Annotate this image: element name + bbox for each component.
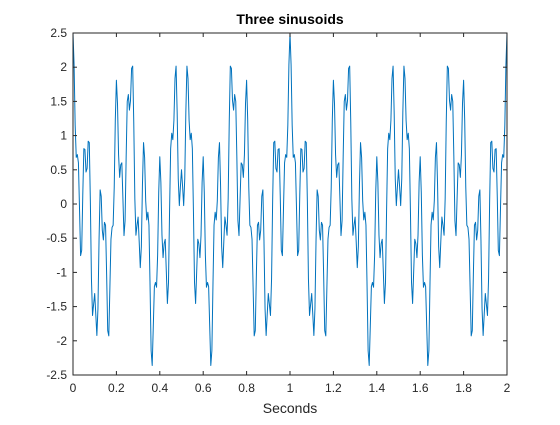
x-tick-label: 1.4 — [368, 381, 385, 395]
x-tick-label: 0.6 — [195, 381, 212, 395]
chart-title: Three sinusoids — [236, 11, 344, 27]
x-axis-title: Seconds — [263, 400, 317, 416]
x-tick-label: 0.8 — [238, 381, 255, 395]
y-tick-label: 1 — [60, 129, 67, 143]
x-tick-label: 1.6 — [412, 381, 429, 395]
y-tick-label: -2 — [56, 334, 67, 348]
y-tick-label: 0 — [60, 197, 67, 211]
plot-background — [73, 33, 507, 375]
y-tick-label: -0.5 — [46, 231, 67, 245]
y-tick-label: -1.5 — [46, 300, 67, 314]
x-tick-label: 0 — [70, 381, 77, 395]
x-tick-label: 0.4 — [151, 381, 168, 395]
y-tick-label: 2.5 — [50, 26, 67, 40]
y-tick-label: -1 — [56, 265, 67, 279]
x-tick-label: 1.2 — [325, 381, 342, 395]
axes-layer: 0 0.2 0.4 0.6 0.8 1 1.2 1.4 1.6 1.8 2 -2.5 -2 -1.5 -1 -… — [46, 26, 510, 395]
y-tick-label: -2.5 — [46, 368, 67, 382]
x-tick-label: 1.8 — [455, 381, 472, 395]
x-tick-label: 0.2 — [108, 381, 125, 395]
y-tick-label: 1.5 — [50, 94, 67, 108]
y-tick-label: 2 — [60, 60, 67, 74]
x-tick-label: 1 — [287, 381, 294, 395]
x-tick-label: 2 — [504, 381, 511, 395]
y-tick-label: 0.5 — [50, 163, 67, 177]
